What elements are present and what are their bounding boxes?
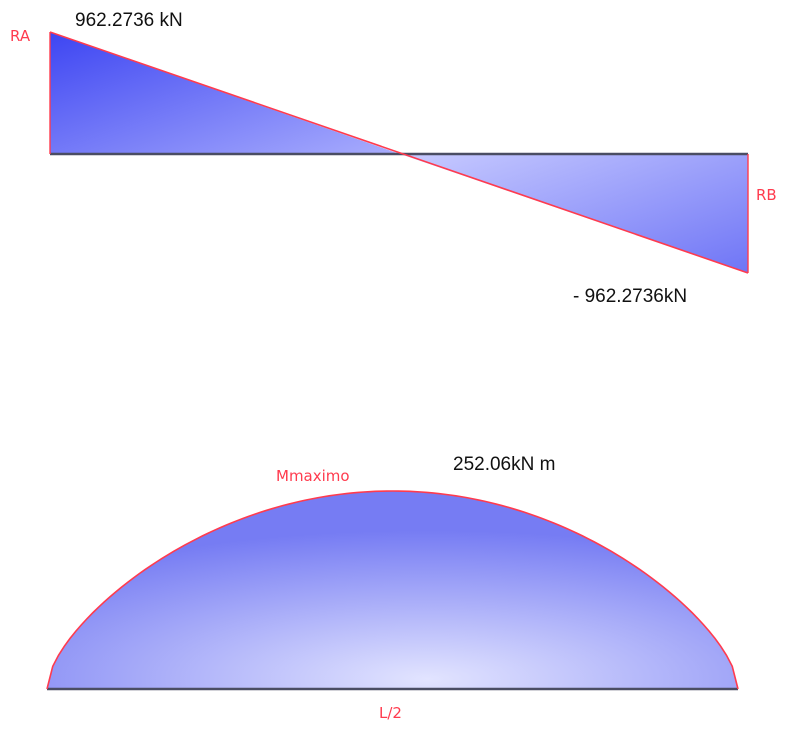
- max-shear-value-label: 962.2736 kN: [75, 10, 183, 31]
- max-moment-value-label: 252.06kN m: [453, 454, 555, 475]
- shear-force-diagram: RA RB 962.2736 kN - 962.2736kN: [10, 10, 777, 307]
- min-shear-value-label: - 962.2736kN: [573, 286, 687, 307]
- max-moment-label: Mmaximo: [276, 467, 350, 485]
- reaction-label-ra: RA: [10, 27, 31, 45]
- reaction-label-rb: RB: [756, 186, 777, 204]
- midspan-position-label: L/2: [379, 704, 402, 722]
- bending-moment-diagram: Mmaximo 252.06kN m L/2: [47, 454, 738, 722]
- moment-region: [47, 491, 738, 689]
